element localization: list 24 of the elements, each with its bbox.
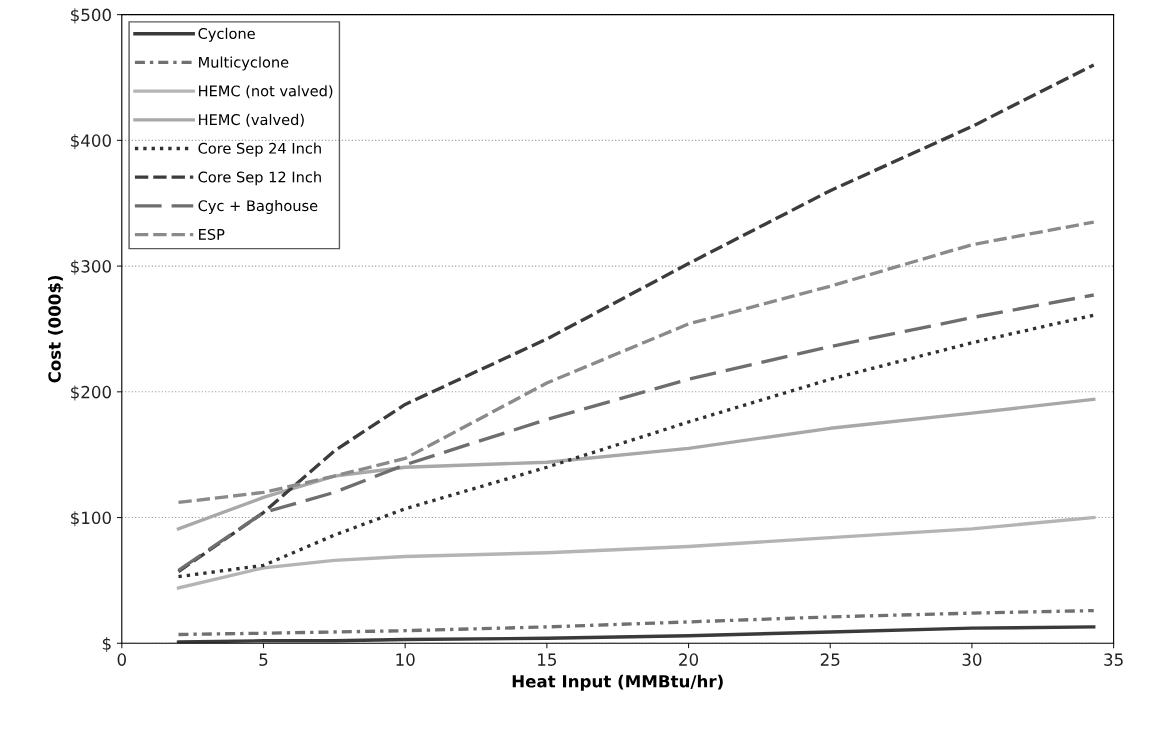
- y-tick-label: $100: [71, 511, 111, 527]
- x-axis-title: Heat Input (MMBtu/hr): [512, 674, 723, 691]
- legend-label: Core Sep 12 Inch: [198, 171, 321, 186]
- x-tick-label: 20: [679, 653, 699, 666]
- legend-label: HEMC (not valved): [199, 85, 333, 99]
- x-tick-label: 30: [962, 653, 982, 666]
- x-tick-label: 15: [538, 653, 557, 666]
- legend-label: Core Sep 24 Inch: [198, 142, 321, 157]
- legend-label: Multicyclone: [199, 56, 289, 71]
- x-tick-label: 35: [1104, 653, 1123, 666]
- legend-label: ESP: [199, 228, 225, 240]
- legend-label: Cyclone: [198, 27, 255, 42]
- x-tick-label: 25: [820, 653, 840, 666]
- y-tick-label: $500: [71, 8, 111, 24]
- y-tick-label: $200: [71, 385, 111, 401]
- x-tick-label: 10: [396, 653, 415, 666]
- legend-label: Cyc + Baghouse: [198, 199, 318, 215]
- y-tick-label: $: [102, 636, 111, 653]
- y-axis-title: Cost (000$): [47, 275, 64, 383]
- legend-label: HEMC (valved): [199, 113, 304, 127]
- x-tick-label: 0: [117, 653, 126, 666]
- x-tick-label: 5: [259, 653, 268, 666]
- y-tick-label: $300: [71, 259, 111, 275]
- y-tick-label: $400: [71, 134, 111, 150]
